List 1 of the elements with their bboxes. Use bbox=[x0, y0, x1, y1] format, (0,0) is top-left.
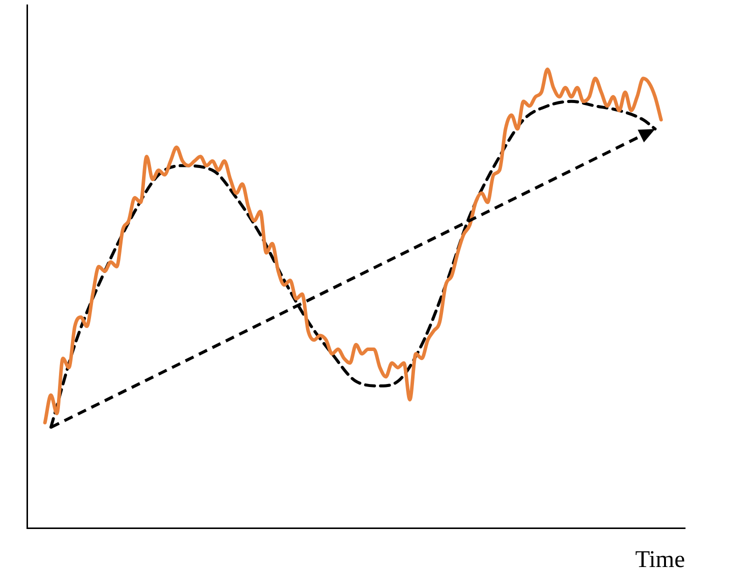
x-axis-title: Time bbox=[635, 546, 685, 573]
